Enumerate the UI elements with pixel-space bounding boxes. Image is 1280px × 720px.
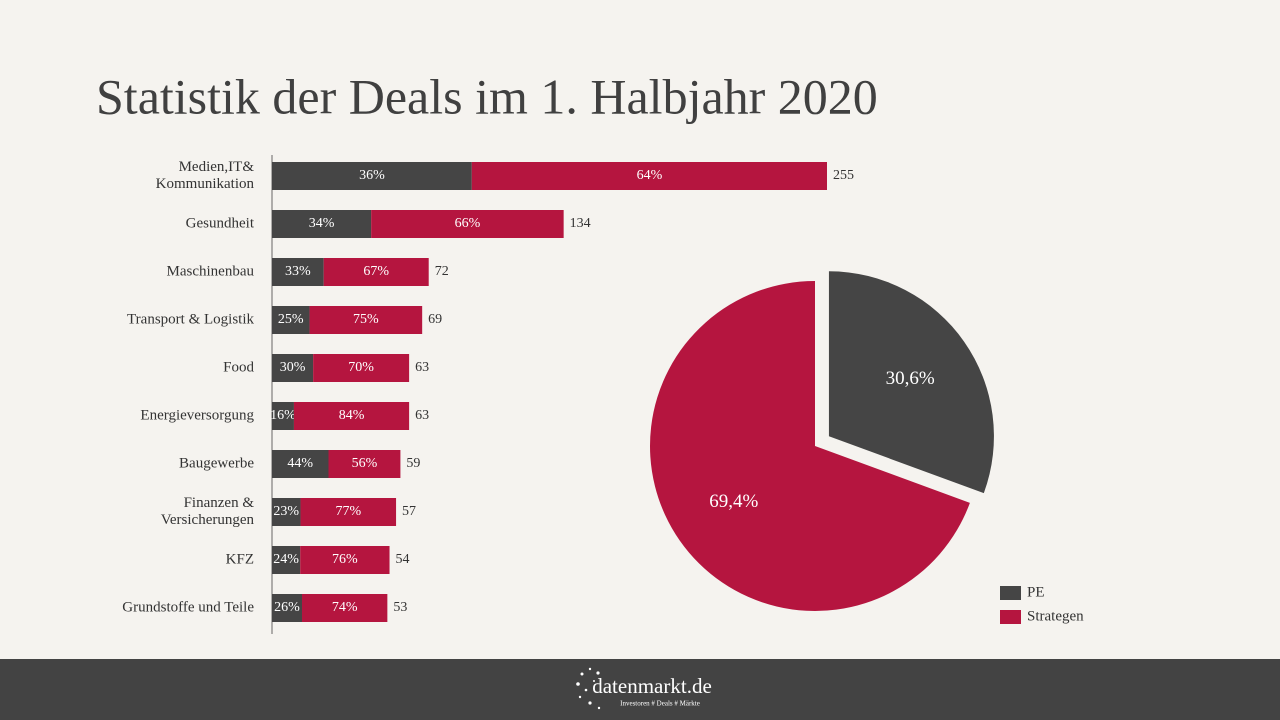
total-label: 54 — [396, 552, 410, 567]
bar-segment — [300, 546, 390, 574]
footer-brand: datenmarkt.de — [592, 674, 712, 698]
segment-label: 34% — [309, 216, 335, 231]
total-label: 255 — [833, 168, 854, 183]
bar-segment — [301, 594, 388, 622]
bar-segment — [272, 402, 294, 430]
total-label: 72 — [435, 264, 449, 279]
legend-swatch — [1000, 586, 1021, 600]
legend-label: PE — [1027, 584, 1045, 600]
logo-dots — [576, 667, 601, 710]
bar-segment — [272, 498, 301, 526]
segment-label: 75% — [353, 312, 379, 327]
total-label: 53 — [393, 600, 407, 615]
category-label: Grundstoffe und Teile — [122, 599, 254, 616]
slice-label: 30,6% — [886, 368, 935, 389]
total-label: 63 — [415, 408, 429, 423]
category-label: Gesundheit — [185, 215, 254, 232]
bar-segment — [272, 594, 302, 622]
category-label: Energieversorgung — [140, 407, 254, 424]
bar-segment — [293, 402, 410, 430]
bar-segment — [471, 162, 827, 190]
segment-label: 16% — [270, 408, 296, 423]
segment-label: 26% — [274, 600, 300, 615]
bar-segment — [371, 210, 564, 238]
category-label: Finanzen & Versicherungen — [160, 495, 254, 528]
segment-label: 25% — [278, 312, 304, 327]
segment-label: 84% — [339, 408, 365, 423]
total-label: 57 — [402, 504, 416, 519]
category-label: Baugewerbe — [179, 455, 254, 472]
segment-label: 23% — [273, 504, 299, 519]
bar-segment — [300, 498, 397, 526]
slice-label: 69,4% — [709, 491, 758, 512]
category-label: Transport & Logistik — [127, 311, 254, 328]
segment-label: 44% — [287, 456, 313, 471]
pie-slice — [650, 281, 970, 611]
total-label: 134 — [570, 216, 591, 231]
segment-label: 24% — [273, 552, 299, 567]
slide-title: Statistik der Deals im 1. Halbjahr 2020 — [96, 68, 878, 124]
segment-label: 77% — [335, 504, 361, 519]
bar-segment — [272, 258, 324, 286]
footer-band — [0, 659, 1280, 720]
category-label: KFZ — [225, 551, 254, 568]
category-label: Medien,IT& Kommunikation — [155, 159, 254, 192]
bar-segment — [272, 546, 301, 574]
bar-segment — [272, 354, 314, 382]
segment-label: 56% — [352, 456, 378, 471]
bar-segment — [328, 450, 401, 478]
total-label: 69 — [428, 312, 442, 327]
category-label: Food — [223, 359, 254, 376]
segment-label: 33% — [285, 264, 311, 279]
pie-slice — [828, 271, 994, 494]
total-label: 59 — [406, 456, 420, 471]
segment-label: 36% — [359, 168, 385, 183]
legend-label: Strategen — [1027, 608, 1084, 624]
bar-segment — [313, 354, 410, 382]
segment-label: 76% — [332, 552, 358, 567]
bar-segment — [272, 162, 472, 190]
bar-segment — [272, 210, 372, 238]
segment-label: 70% — [348, 360, 374, 375]
legend-swatch — [1000, 610, 1021, 624]
segment-label: 30% — [280, 360, 306, 375]
bar-segment — [323, 258, 429, 286]
bar-segment — [272, 306, 310, 334]
total-label: 63 — [415, 360, 429, 375]
segment-label: 67% — [363, 264, 389, 279]
category-label: Maschinenbau — [166, 263, 254, 280]
segment-label: 66% — [455, 216, 481, 231]
bar-segment — [309, 306, 423, 334]
segment-label: 64% — [637, 168, 663, 183]
bar-segment — [272, 450, 329, 478]
segment-label: 74% — [332, 600, 358, 615]
footer-tagline: Investoren # Deals # Märkte — [620, 700, 700, 708]
